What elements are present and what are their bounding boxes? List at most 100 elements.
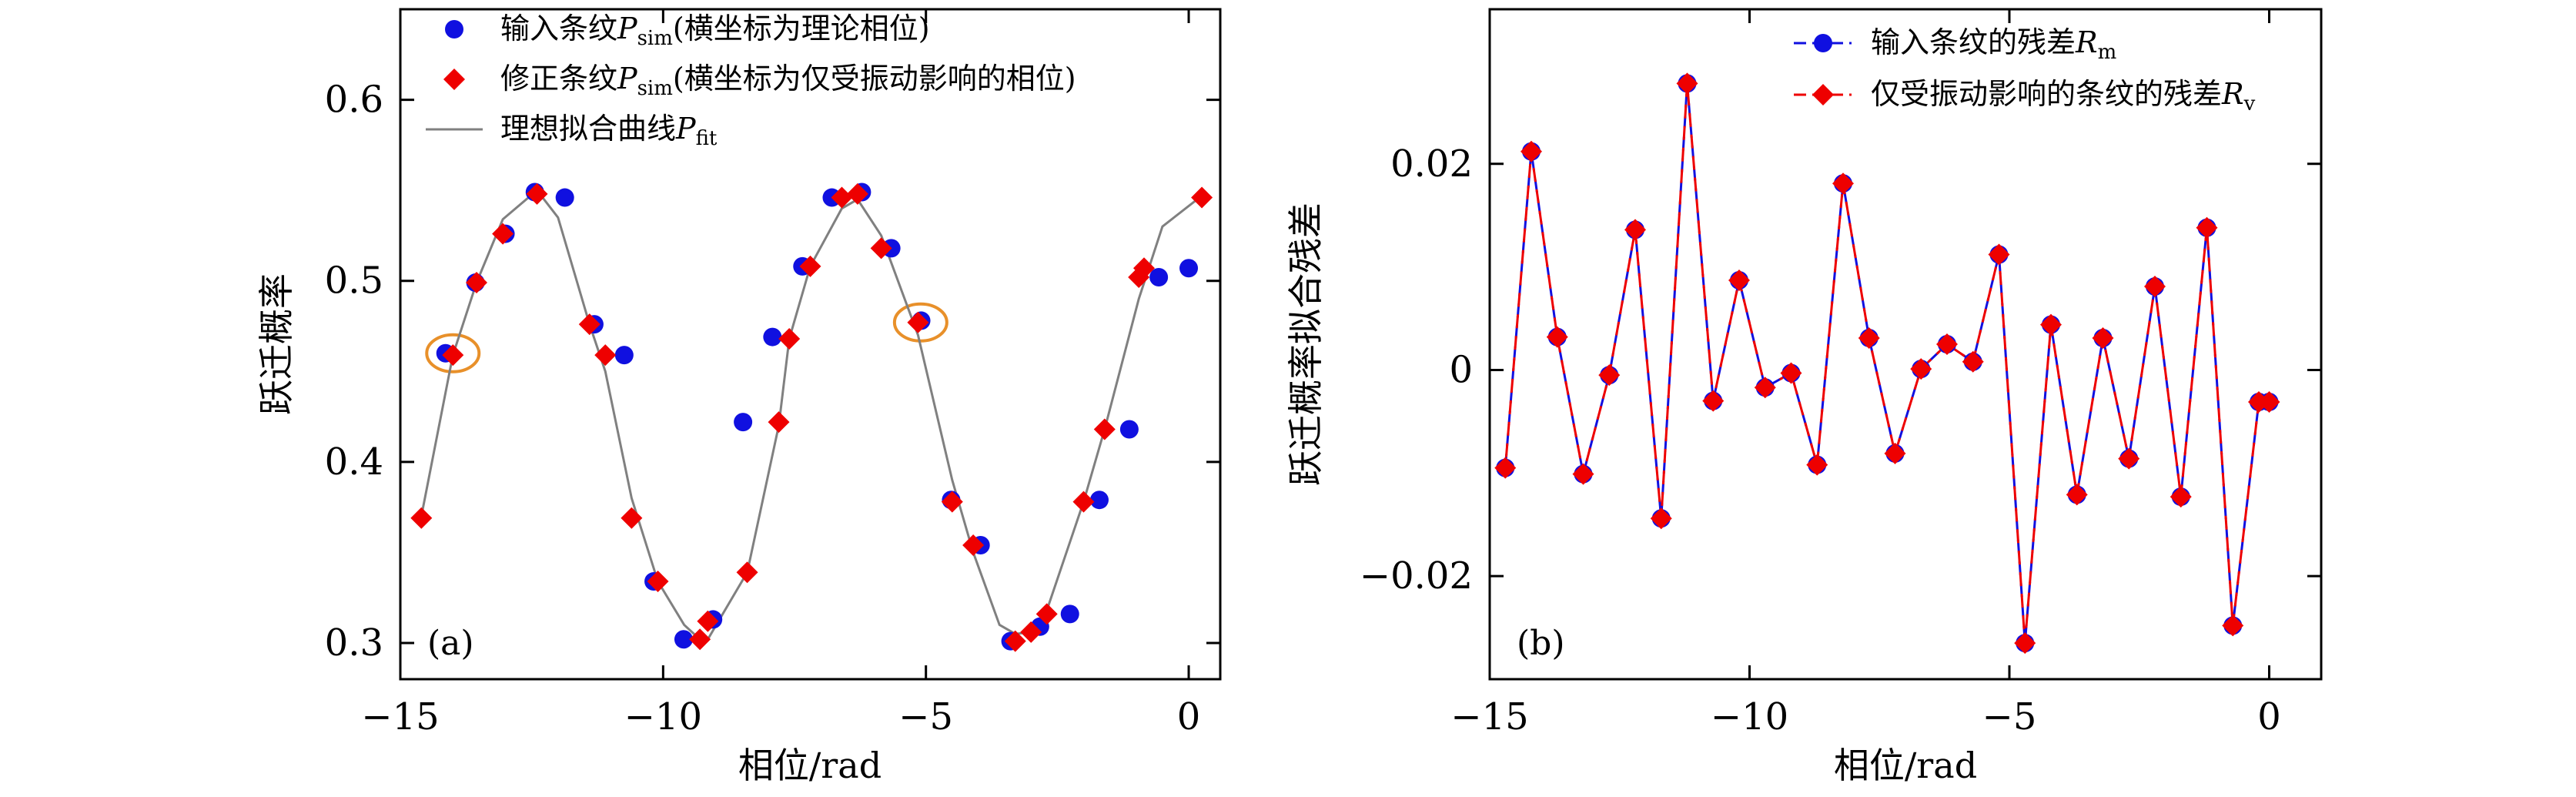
residual-rv-point: [1624, 219, 1646, 241]
corrected-fringe-point: [594, 344, 617, 367]
residual-rv-point: [1936, 333, 1958, 355]
input-fringe-point: [763, 327, 782, 347]
corrected-fringe-point: [492, 223, 514, 245]
residual-rv-point: [1780, 362, 1802, 384]
highlight-ellipse: [892, 302, 948, 343]
corrected-fringe-point: [526, 183, 548, 205]
residual-rv-point: [2222, 614, 2244, 637]
residual-rv-point: [1806, 454, 1828, 476]
residual-rv-point: [2040, 313, 2062, 336]
residual-rv-point: [1988, 243, 2010, 266]
residual-rv-point: [2118, 447, 2140, 470]
residual-rv-point: [2196, 216, 2218, 239]
residual-rv-point: [2066, 484, 2088, 506]
panel-b-plot-frame: [1488, 8, 2323, 681]
panel-a-legend: 输入条纹Psim(横坐标为理论相位) 修正条纹Psim(横坐标为仅受振动影响的相位…: [426, 12, 1076, 150]
residual-rv-point: [1572, 463, 1594, 485]
panel-b-ylabel: 跃迁概率拟合残差: [1285, 203, 1326, 486]
residual-rv-point: [1598, 364, 1621, 387]
panel-b-series: [1494, 72, 2280, 655]
corrected-fringe-point: [799, 255, 821, 277]
corrected-fringe-point: [442, 344, 464, 367]
residual-rv-point: [1884, 442, 1906, 464]
legend-entry: 仅受振动影响的条纹的残差Rv: [1871, 77, 2256, 116]
panel-a-ticks: −15 −10 −5 0 0.3 0.4 0.5 0.6: [325, 9, 1220, 738]
y-tick-label: 0.4: [325, 440, 383, 484]
panel-a-series: [410, 183, 1213, 652]
corrected-fringe-point: [1072, 491, 1095, 513]
corrected-fringe-point: [1020, 621, 1042, 643]
residual-rv-line: [1504, 83, 2270, 644]
residual-rv-point: [1494, 457, 1517, 479]
panel-a-ylabel: 跃迁概率: [256, 273, 297, 415]
residual-rv-point: [2258, 390, 2280, 413]
corrected-fringe-point: [831, 186, 853, 209]
y-tick-label: 0.3: [325, 621, 383, 665]
input-fringe-point: [555, 188, 574, 207]
corrected-fringe-point: [410, 507, 433, 529]
residual-rv-point: [1521, 140, 1542, 162]
residual-rv-point: [1754, 377, 1776, 399]
residual-rv-point: [1962, 350, 1984, 373]
residual-rv-point: [1832, 172, 1854, 195]
input-fringe-point: [1060, 604, 1079, 624]
corrected-fringe-point: [689, 628, 711, 651]
residual-rv-point: [1728, 270, 1750, 292]
x-tick-label: −5: [1982, 695, 2037, 738]
residual-rv-point: [1910, 358, 1932, 380]
corrected-fringe-point: [465, 272, 487, 294]
panel-b-ticks: −15 −10 −5 0 −0.02 0 0.02: [1360, 9, 2321, 738]
input-fringe-point: [1179, 259, 1199, 278]
residual-rv-point: [1702, 390, 1725, 412]
corrected-fringe-point: [870, 237, 892, 260]
corrected-fringe-point: [1035, 603, 1058, 625]
input-fringe-point: [1119, 420, 1139, 439]
input-fringe-point: [674, 630, 693, 649]
panel-b-label: (b): [1517, 624, 1565, 663]
y-tick-label: −0.02: [1360, 554, 1473, 598]
panel-a-highlights: [425, 302, 948, 373]
legend-diamond-icon: [1812, 84, 1834, 105]
panel-a-plot-frame: [399, 8, 1222, 681]
y-tick-label: 0.6: [325, 79, 383, 122]
panel-b-legend: 输入条纹的残差Rm 仅受振动影响的条纹的残差Rv: [1794, 25, 2256, 116]
input-fringe-point: [1149, 268, 1169, 286]
legend-diamond-icon: [443, 69, 465, 90]
residual-rv-point: [2144, 276, 2166, 298]
x-tick-label: −10: [1711, 695, 1788, 738]
x-tick-label: −5: [898, 695, 953, 738]
corrected-fringe-point: [1004, 630, 1026, 652]
corrected-fringe-point: [846, 183, 868, 205]
corrected-fringe-point: [768, 411, 790, 434]
panel-b-xlabel: 相位/rad: [1834, 745, 1977, 786]
input-fringe-point: [734, 413, 753, 432]
y-tick-label: 0: [1449, 348, 1473, 391]
corrected-fringe-point: [736, 561, 758, 584]
x-tick-label: 0: [1177, 695, 1201, 738]
corrected-fringe-point: [1093, 418, 1116, 440]
corrected-fringe-point: [907, 311, 929, 333]
corrected-fringe-point: [1191, 186, 1213, 209]
corrected-fringe-point: [941, 491, 963, 513]
input-fringe-point: [1089, 491, 1109, 510]
panel-a: −15 −10 −5 0 0.3 0.4 0.5 0.6 (a) 相位/rad 跃迁概率 输入…: [256, 8, 1222, 786]
x-tick-label: 0: [2257, 695, 2281, 738]
residual-rv-point: [2092, 327, 2114, 349]
legend-entry: 修正条纹Psim(横坐标为仅受振动影响的相位): [500, 62, 1076, 100]
corrected-fringe-point: [697, 610, 719, 632]
legend-entry: 输入条纹的残差Rm: [1871, 25, 2116, 64]
corrected-fringe-point: [647, 571, 669, 593]
corrected-fringe-point: [578, 313, 601, 336]
panel-a-label: (a): [427, 624, 474, 663]
highlight-ellipse: [425, 333, 481, 373]
residual-rm-line: [1504, 83, 2270, 644]
legend-entry: 输入条纹Psim(横坐标为理论相位): [500, 12, 930, 50]
x-tick-label: −10: [624, 695, 702, 738]
input-fringe-point: [614, 346, 634, 365]
legend-circle-icon: [445, 20, 463, 39]
residual-rv-point: [1676, 72, 1698, 95]
residual-rv-point: [1546, 326, 1568, 348]
residual-rv-point: [1650, 507, 1672, 530]
residual-rv-point: [2170, 486, 2192, 508]
